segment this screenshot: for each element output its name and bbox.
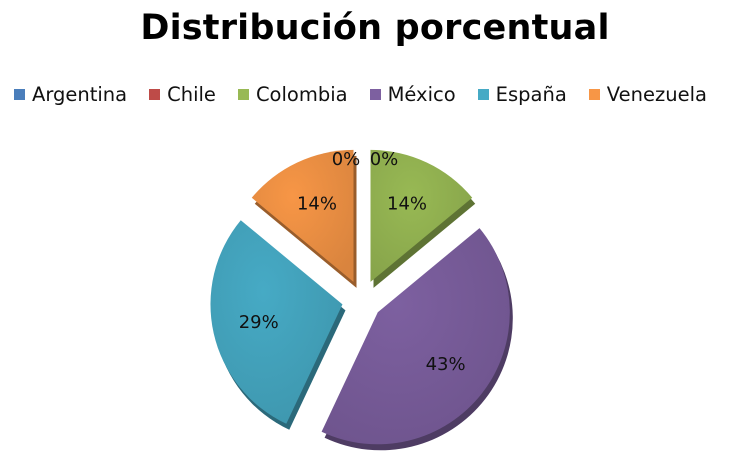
legend-label: Colombia <box>255 82 348 106</box>
legend-swatch <box>477 88 489 100</box>
legend-item-colombia: Colombia <box>237 82 348 106</box>
data-label-venezuela: 14% <box>297 193 337 214</box>
data-label-argentina: 0% <box>370 149 399 170</box>
pie-slice-colombia <box>370 149 473 282</box>
legend-label: México <box>387 82 456 106</box>
legend-swatch <box>588 88 600 100</box>
legend-swatch <box>369 88 381 100</box>
legend-label: Chile <box>167 82 216 106</box>
legend-item-venezuela: Venezuela <box>588 82 707 106</box>
legend-swatch <box>237 88 249 100</box>
legend-item-mexico: México <box>369 82 456 106</box>
legend-label: España <box>495 82 567 106</box>
legend-label: Venezuela <box>606 82 707 106</box>
data-label-colombia: 14% <box>387 193 427 214</box>
pie-slice-espana <box>210 220 343 424</box>
pie-slice-venezuela <box>251 149 354 282</box>
legend-item-chile: Chile <box>149 83 216 106</box>
legend-item-argentina: Argentina <box>14 83 127 106</box>
data-label-mexico: 43% <box>426 354 466 375</box>
chart-title: Distribución porcentual <box>140 8 610 48</box>
data-label-chile: 0% <box>332 149 361 170</box>
pie-slice-mexico <box>321 228 510 445</box>
legend-swatch <box>14 88 25 100</box>
legend-swatch <box>149 88 161 100</box>
legend: Argentina Chile Colombia México España Venezu… <box>14 82 750 106</box>
legend-item-espana: España <box>477 82 567 106</box>
data-label-espana: 29% <box>239 312 279 333</box>
legend-label: Argentina <box>32 82 128 106</box>
